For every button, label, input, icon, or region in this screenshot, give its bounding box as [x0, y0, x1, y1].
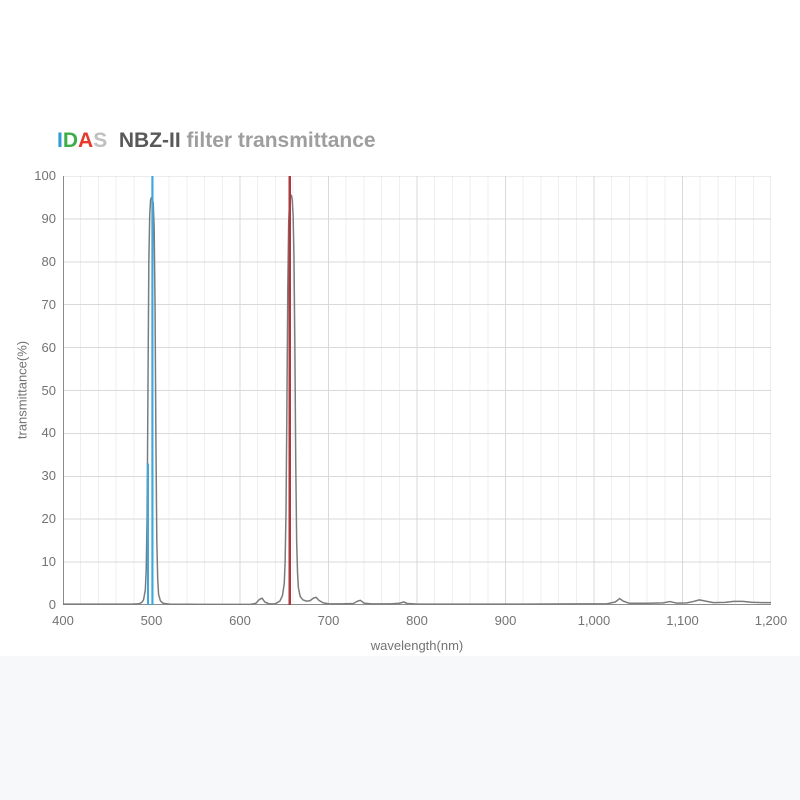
transmittance-curve: [63, 194, 771, 605]
x-tick-label-700: 700: [317, 613, 340, 628]
y-tick-label-50: 50: [41, 382, 56, 398]
plot-canvas: [63, 176, 771, 605]
y-tick-label-80: 80: [41, 253, 56, 269]
title-part-1: D: [62, 129, 79, 152]
x-tick-label-800: 800: [406, 613, 428, 628]
chart-title: IDAS NBZ-II filter transmittance: [57, 129, 376, 153]
y-tick-label-100: 100: [34, 168, 56, 183]
y-tick-label-0: 0: [48, 597, 56, 612]
x-tick-label-900: 900: [494, 613, 517, 628]
y-tick-label-40: 40: [41, 425, 56, 441]
grid-major: [63, 176, 771, 605]
x-tick-label-400: 400: [52, 613, 74, 628]
y-tick-label-10: 10: [41, 554, 56, 570]
x-tick-label-600: 600: [229, 613, 251, 628]
y-tick-label-70: 70: [41, 296, 56, 312]
y-tick-label-30: 30: [41, 468, 56, 484]
y-tick-label-20: 20: [41, 511, 56, 527]
title-part-5: filter transmittance: [180, 129, 376, 152]
x-tick-label-1100: 1,100: [666, 613, 699, 628]
y-tick-label-90: 90: [41, 210, 56, 226]
x-tick-label-500: 500: [140, 613, 163, 628]
title-part-3: S: [93, 129, 108, 152]
footer-area: [0, 656, 800, 800]
x-tick-label-1000: 1,000: [577, 613, 611, 628]
y-tick-label-60: 60: [41, 339, 56, 355]
x-tick-label-1200: 1,200: [754, 613, 788, 628]
title-part-0: I: [57, 129, 63, 152]
title-part-2: A: [78, 129, 94, 152]
x-axis-title: wavelength(nm): [370, 638, 464, 653]
title-part-4: NBZ-II: [107, 129, 181, 152]
